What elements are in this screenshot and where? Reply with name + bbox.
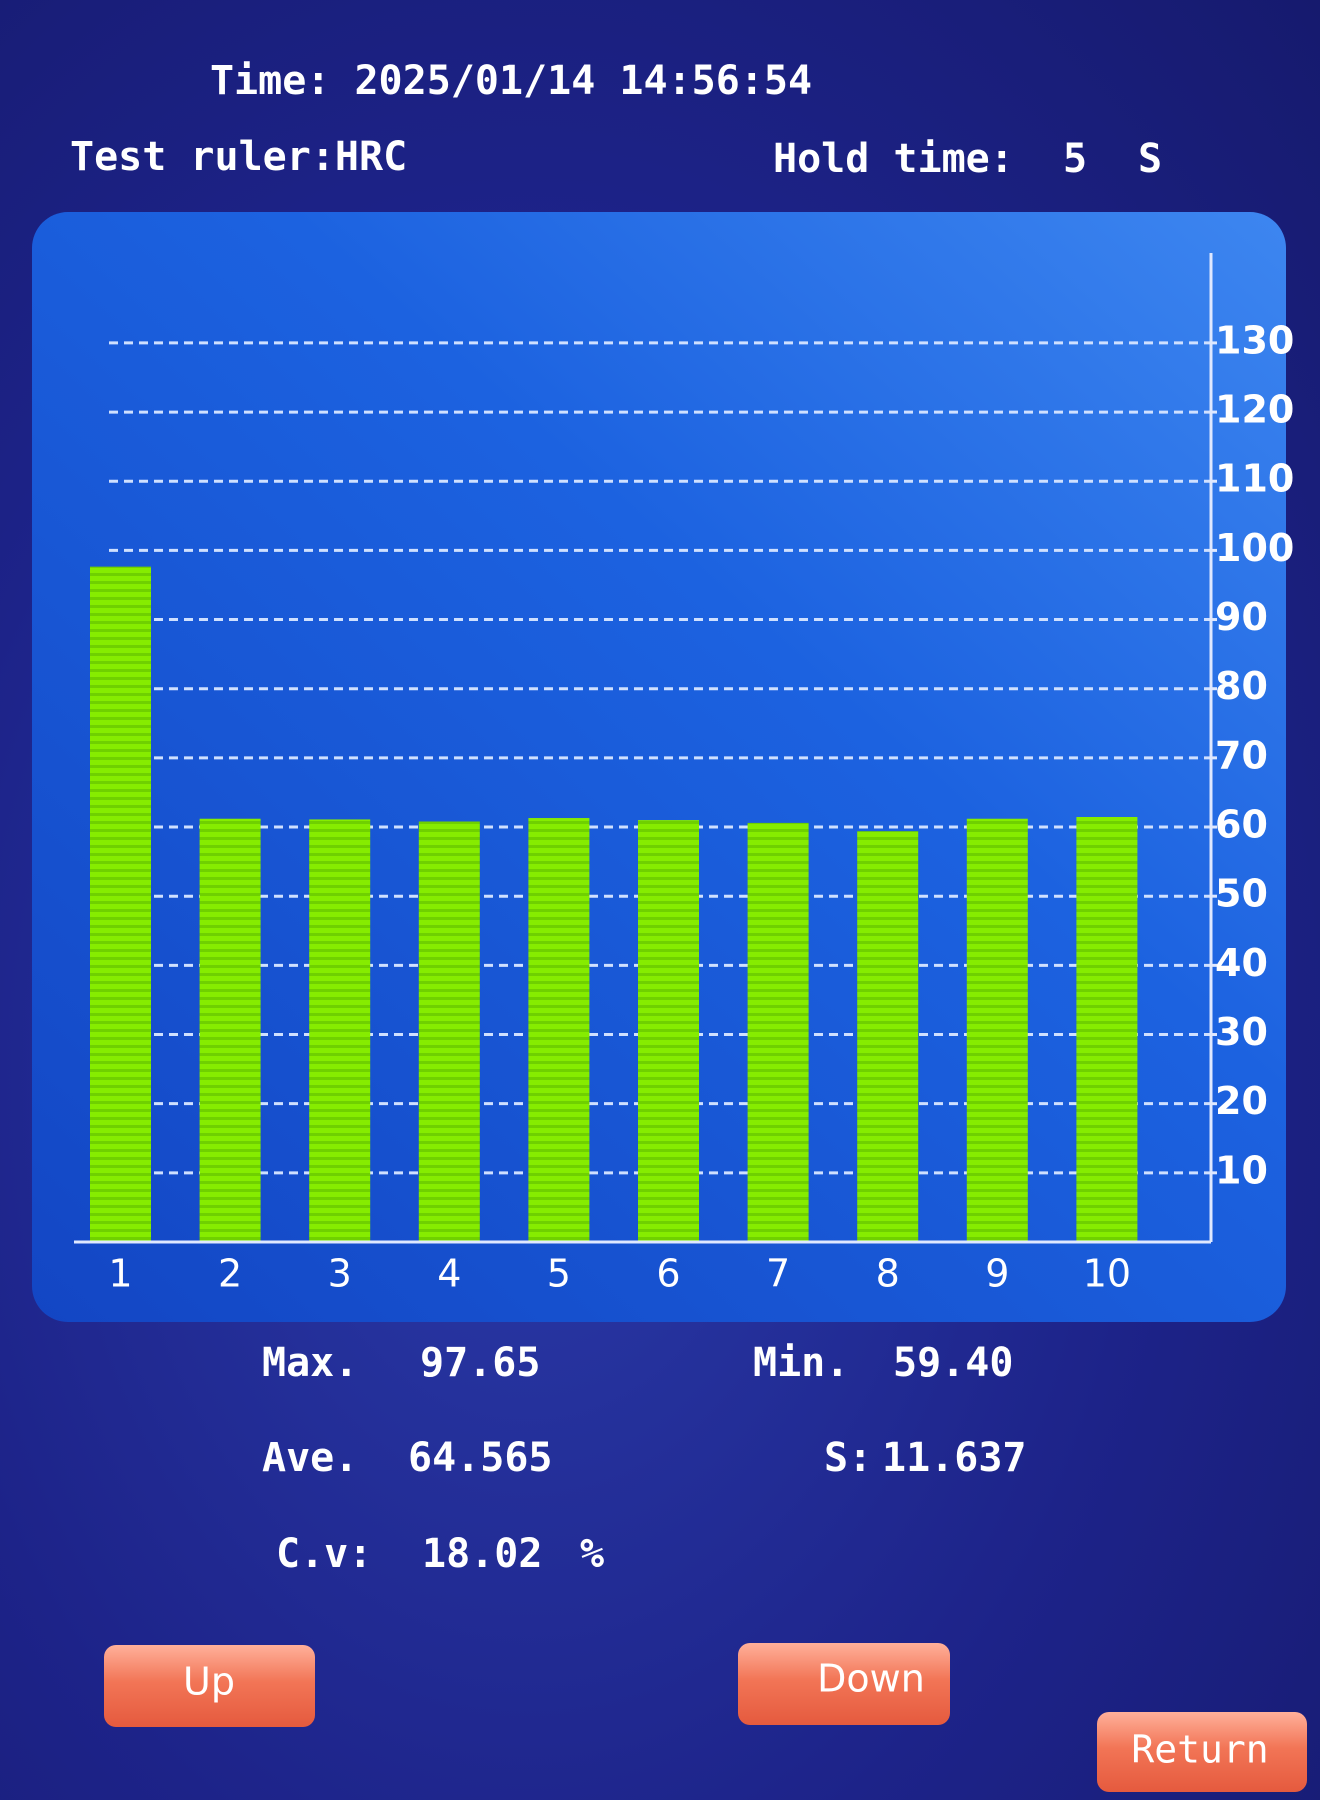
y-tick-label: 90 <box>1215 595 1268 639</box>
up-label[interactable]: Up <box>183 1660 235 1704</box>
y-tick-label: 40 <box>1215 941 1268 985</box>
min-value: 59.40 <box>893 1340 1013 1386</box>
y-tick-label: 80 <box>1215 664 1268 708</box>
min-label: Min. <box>753 1340 849 1386</box>
down-label[interactable]: Down <box>817 1657 925 1701</box>
max-label: Max. <box>262 1340 358 1386</box>
down-button[interactable]: Down <box>738 1643 950 1725</box>
bar <box>309 819 371 1242</box>
bar <box>528 818 590 1242</box>
y-tick-label: 130 <box>1215 318 1294 362</box>
up-button-bg[interactable] <box>104 1645 315 1727</box>
return-button[interactable]: Return <box>1097 1712 1307 1792</box>
hold-time-unit: S <box>1138 136 1162 182</box>
x-tick-label: 4 <box>437 1252 461 1296</box>
x-tick-label: 2 <box>218 1252 242 1296</box>
y-tick-label: 20 <box>1215 1079 1268 1123</box>
y-tick-label: 60 <box>1215 803 1268 847</box>
hold-time-label: Hold time: <box>773 136 1014 182</box>
s-label: S: <box>824 1435 872 1481</box>
x-tick-label: 5 <box>547 1252 571 1296</box>
x-tick-label: 8 <box>876 1252 900 1296</box>
cv-label: C.v: <box>276 1531 372 1577</box>
bar <box>857 831 919 1242</box>
time: Time: 2025/01/14 14:56:54 <box>210 58 812 104</box>
bar <box>1076 817 1138 1242</box>
x-tick-label: 7 <box>766 1252 790 1296</box>
ave-value: 64.565 <box>408 1435 553 1481</box>
cv-value: 18.02 <box>422 1531 542 1577</box>
test-ruler: Test ruler:HRC <box>70 134 407 180</box>
ave-label: Ave. <box>262 1435 358 1481</box>
x-tick-label: 9 <box>985 1252 1009 1296</box>
bar <box>418 821 480 1242</box>
y-tick-label: 50 <box>1215 872 1268 916</box>
return-button-bg[interactable] <box>1097 1712 1307 1792</box>
s-value: 11.637 <box>882 1435 1027 1481</box>
bar <box>199 818 261 1242</box>
bar <box>90 566 151 1242</box>
y-tick-label: 30 <box>1215 1010 1268 1054</box>
x-tick-label: 10 <box>1083 1252 1131 1296</box>
y-tick-label: 100 <box>1215 526 1294 570</box>
bar <box>966 818 1028 1242</box>
y-tick-label: 110 <box>1215 457 1294 501</box>
return-label[interactable]: Return <box>1131 1728 1268 1772</box>
y-tick-label: 120 <box>1215 388 1294 432</box>
y-tick-label: 70 <box>1215 733 1268 777</box>
hold-time-value: 5 <box>1063 136 1087 182</box>
chart: 10 20 30 40 50 60 70 80 90 100 110 120 130 1 2 3 4 5 6 7 8 9 1… <box>74 253 1294 1296</box>
x-tick-label: 1 <box>108 1252 132 1296</box>
y-tick-label: 10 <box>1215 1148 1268 1192</box>
bar <box>638 820 699 1242</box>
cv-unit: % <box>580 1531 604 1577</box>
down-button-bg[interactable] <box>738 1643 950 1725</box>
up-button[interactable]: Up <box>104 1645 315 1727</box>
bar <box>747 822 809 1242</box>
max-value: 97.65 <box>420 1340 540 1386</box>
x-tick-label: 6 <box>656 1252 680 1296</box>
x-tick-label: 3 <box>328 1252 352 1296</box>
